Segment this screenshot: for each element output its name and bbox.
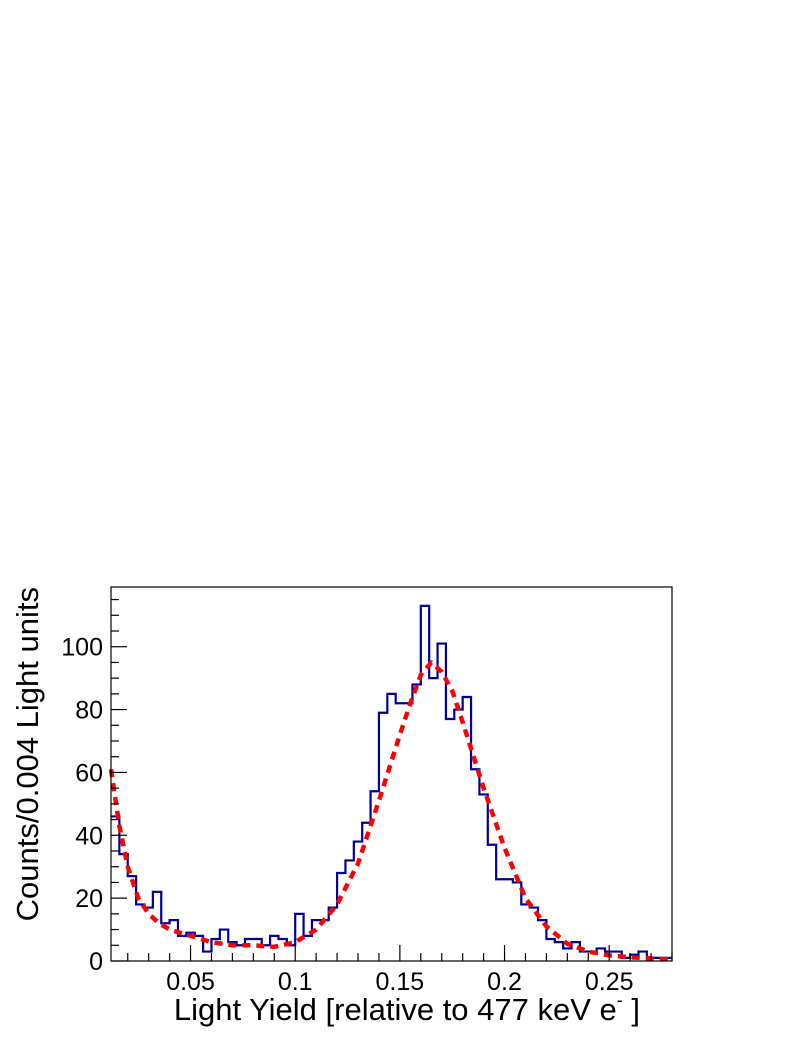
y-axis-title: Counts/0.004 Light units xyxy=(10,587,45,921)
x-axis-title-suffix: ] xyxy=(623,992,640,1027)
histogram-line xyxy=(111,604,672,959)
x-tick-label: 0.05 xyxy=(166,968,215,996)
x-axis-title-superscript: - xyxy=(617,990,623,1010)
y-tick-label: 20 xyxy=(75,885,103,913)
axes xyxy=(111,598,673,962)
fit-curve xyxy=(108,660,673,962)
x-tick-label: 0.25 xyxy=(585,968,634,996)
y-tick-label: 80 xyxy=(75,697,103,725)
x-tick-label: 0.1 xyxy=(278,968,313,996)
x-axis-title-main: Light Yield [relative to 477 keV e xyxy=(174,992,617,1027)
y-tick-label: 0 xyxy=(89,948,103,976)
y-tick-label: 40 xyxy=(75,822,103,850)
tick-labels: 0 20 40 60 80 100 0.05 0.1 0.15 0.2 0.25 xyxy=(61,634,633,996)
plot-frame xyxy=(110,586,673,962)
x-tick-label: 0.2 xyxy=(487,968,522,996)
y-tick-label: 100 xyxy=(61,634,103,662)
x-axis-title: Light Yield [relative to 477 keV e- ] xyxy=(174,990,640,1027)
chart-marks xyxy=(108,604,673,962)
x-tick-label: 0.15 xyxy=(376,968,425,996)
y-tick-label: 60 xyxy=(75,759,103,787)
